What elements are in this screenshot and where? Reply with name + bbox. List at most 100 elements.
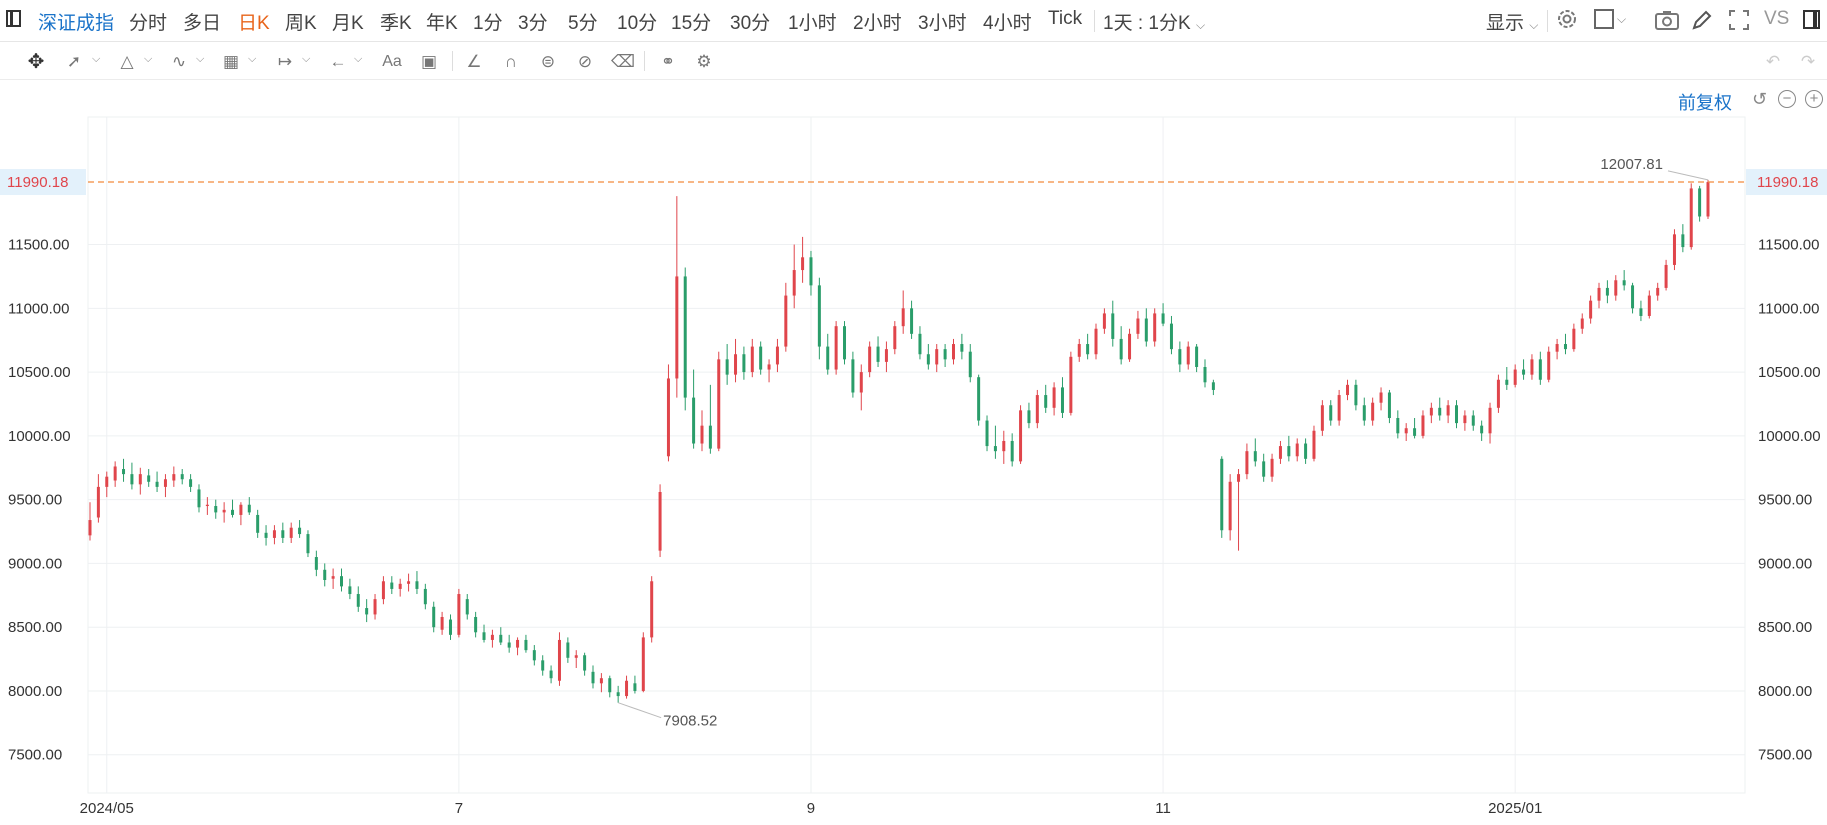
candle [775,338,779,373]
period-tab-10[interactable]: 10分 [617,13,658,34]
candle [381,576,385,605]
move-crosshair-icon[interactable]: ✥ [27,51,45,73]
period-tab-15[interactable]: 3小时 [918,13,967,34]
candle [390,576,394,595]
period-tab-8[interactable]: 3分 [518,13,548,34]
drawing-settings-icon[interactable]: ⚙ [696,52,712,71]
candle [1555,338,1559,360]
candle [901,290,905,334]
symbol-name[interactable]: 深证成指 [38,13,115,34]
fullscreen-icon[interactable] [1727,8,1751,37]
candle [180,469,184,485]
period-tab-5[interactable]: 季K [380,13,412,34]
settings-gear-icon[interactable] [1555,7,1579,36]
zoom-out-icon[interactable]: − [1778,90,1796,108]
period-tab-11[interactable]: 15分 [671,13,712,34]
period-tab-12[interactable]: 30分 [730,13,771,34]
magnet-icon[interactable]: ∩ [504,52,518,71]
candle-body [977,377,981,421]
candle-body [138,474,142,485]
polyline-tool-icon[interactable]: △ [120,52,134,71]
reset-zoom-icon[interactable]: ↺ [1752,89,1768,109]
candle-body [306,534,310,554]
candle [1446,400,1450,424]
angle-tool-icon[interactable]: ∠ [466,52,482,71]
line-tool-icon[interactable]: ➚ [66,52,82,71]
candle [1580,313,1584,334]
comment-tool-icon[interactable]: ▣ [420,52,438,71]
candle [1664,259,1668,291]
text-tool-icon[interactable]: Aa [382,53,402,70]
layout-square-icon[interactable] [1594,9,1614,29]
period-tab-14[interactable]: 2小时 [853,13,902,34]
fib-tool-icon[interactable]: ▦ [222,52,240,71]
y-tick-label-left: 10000.00 [8,428,71,445]
candle [1270,453,1274,482]
chevron-down-icon[interactable]: ⌵ [92,53,101,65]
period-tab-16[interactable]: 4小时 [983,13,1032,34]
display-menu[interactable]: 显示 ⌵ [1486,8,1538,35]
candle [524,634,528,653]
camera-icon[interactable] [1654,8,1680,37]
display-label: 显示 [1486,13,1525,34]
candle-body [298,527,302,535]
candle [910,300,914,339]
overlay-icon[interactable]: ⚭ [660,52,676,71]
candle-body [1429,407,1433,416]
period-tab-1[interactable]: 多日 [183,13,222,34]
candle-body [381,581,385,600]
candle [658,484,662,558]
chevron-down-icon[interactable]: ⌵ [354,53,363,65]
candle-body [1278,446,1282,459]
wave-tool-icon[interactable]: ∿ [171,52,187,71]
custom-period-select[interactable]: 1天 : 1分K ⌵ [1103,8,1205,35]
price-adjust-toggle[interactable]: 前复权 [1678,93,1732,113]
candle [1672,229,1676,271]
candle [138,467,142,495]
candle-body [1505,379,1509,385]
sidebar-toggle-icon[interactable] [6,10,21,27]
period-tab-13[interactable]: 1小时 [788,13,837,34]
period-tab-9[interactable]: 5分 [568,13,598,34]
trash-icon[interactable]: ⌫ [611,52,636,71]
arrow-tool-icon[interactable]: ← [329,52,347,71]
candle-body [499,634,503,643]
candle [876,336,880,367]
period-toolbar: 深证成指 分时 多日 日K 周K 月K 季K 年K 1分 3分 5分 10分 15分 30分 1小时 2小时… [0,0,1827,42]
candle-body [1337,395,1341,421]
compare-vs-button[interactable]: VS [1764,8,1790,29]
candle [281,522,285,544]
chevron-down-icon[interactable]: ⌵ [248,53,257,65]
period-tab-6[interactable]: 年K [426,13,458,34]
undo-icon[interactable]: ↶ [1765,52,1781,71]
candle-body [474,616,478,633]
period-tab-2[interactable]: 日K [238,13,270,34]
candle-body [1136,318,1140,334]
period-tab-17[interactable]: Tick [1048,8,1083,29]
pencil-icon[interactable] [1690,8,1714,37]
candle-body [524,639,528,651]
chevron-down-icon[interactable]: ⌵ [1617,12,1627,26]
zoom-in-icon[interactable]: + [1805,90,1823,108]
candle-body [1689,188,1693,248]
hide-drawings-icon[interactable]: ⊘ [577,52,593,71]
chevron-down-icon[interactable]: ⌵ [144,53,153,65]
candle-body [599,678,603,684]
period-tab-3[interactable]: 周K [285,13,317,34]
period-tab-0[interactable]: 分时 [129,13,168,34]
candle [365,599,369,623]
period-tab-7[interactable]: 1分 [473,13,503,34]
panel-toggle-icon[interactable] [1803,10,1820,29]
candle-body [809,257,813,286]
redo-icon[interactable]: ↷ [1800,52,1816,71]
candle-body [1346,384,1350,396]
period-tab-4[interactable]: 月K [332,13,364,34]
lock-drawings-icon[interactable]: ⊜ [540,52,556,71]
candle-body [574,655,578,658]
measure-tool-icon[interactable]: ↦ [277,52,293,71]
candle-body [985,420,989,447]
candle [1681,224,1685,253]
chevron-down-icon[interactable]: ⌵ [302,53,311,65]
chevron-down-icon[interactable]: ⌵ [196,53,205,65]
